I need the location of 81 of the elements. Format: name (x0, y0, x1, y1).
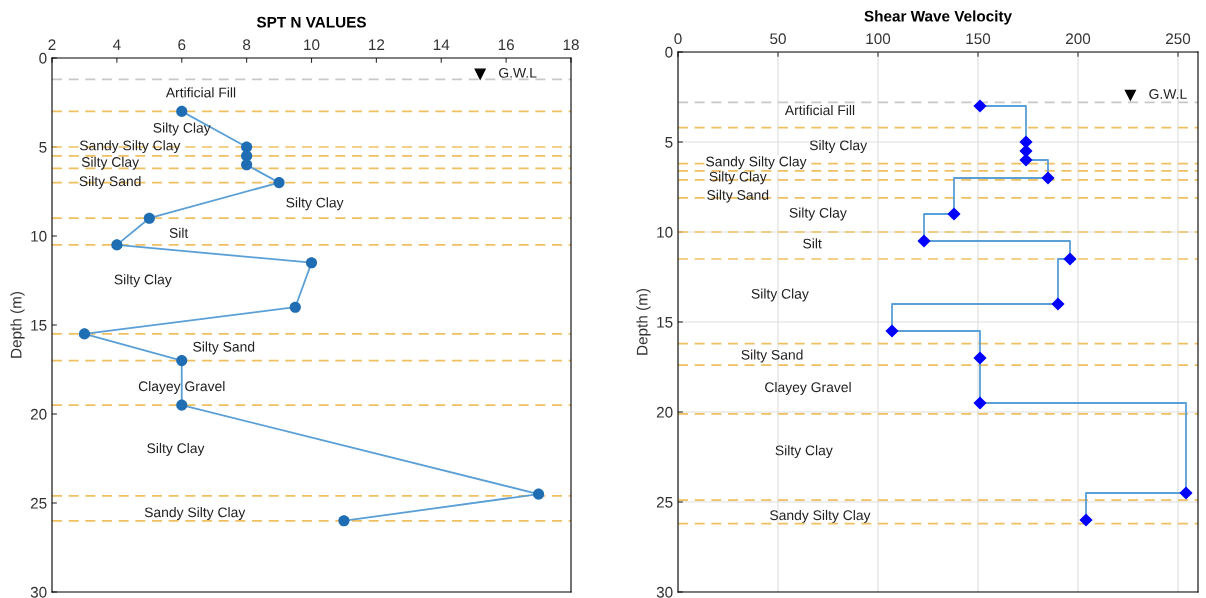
point (1063, 252, 1077, 266)
annotation: Silty Clay (789, 207, 847, 221)
annotation: Silty Sand (741, 349, 803, 363)
point (917, 234, 931, 248)
chart-title: Shear Wave Velocity (864, 10, 1012, 25)
annotation: Sandy Silty Clay (770, 509, 871, 523)
annotation: Sandy Silty Clay (79, 140, 181, 154)
annotation: G.W.L (499, 67, 537, 78)
point (1041, 171, 1055, 185)
x-tick-label: 14 (433, 39, 450, 50)
x-tick-label: 6 (178, 39, 186, 51)
x-tick-label: 250 (1166, 33, 1191, 45)
x-tick-label: 2 (48, 39, 56, 50)
x-tick-label: 8 (243, 39, 251, 51)
annotation: Artificial Fill (784, 104, 855, 116)
x-tick-label: 12 (369, 39, 385, 50)
point (973, 351, 987, 365)
annotation: Clayey Gravel (765, 381, 851, 395)
x-tick-label: 4 (112, 39, 121, 50)
point (1079, 513, 1093, 527)
point (947, 207, 961, 221)
x-tick-label: 100 (866, 33, 891, 45)
annotation: Silty Clay (153, 122, 211, 136)
annotation: Sandy Silty Clay (144, 507, 246, 520)
point (885, 324, 899, 338)
annotation: Sandy Silty Clay (706, 156, 807, 170)
y-tick-label: 5 (39, 142, 47, 153)
y-tick-label: 10 (31, 230, 47, 242)
point (176, 105, 188, 117)
annotation: Silty Clay (775, 445, 833, 459)
annotation: Silty Clay (147, 442, 205, 456)
x-tick-label: 150 (966, 33, 991, 45)
annotation: Silty Sand (193, 341, 255, 355)
y-axis-title: Depth (m) (10, 291, 25, 358)
x-tick-label: 18 (563, 39, 579, 51)
x-tick-label: 0 (674, 33, 682, 45)
annotation: Clayey Gravel (138, 381, 225, 394)
y-tick-label: 15 (31, 320, 47, 331)
point (1019, 153, 1033, 167)
y-tick-label: 25 (656, 496, 673, 508)
point (1179, 486, 1193, 500)
point (1051, 297, 1065, 311)
point (973, 99, 987, 113)
point (176, 399, 188, 411)
point (338, 515, 350, 527)
point (176, 355, 188, 367)
y-tick-label: 10 (657, 226, 673, 238)
annotation: Silty Clay (751, 288, 809, 302)
annotation: Silty Clay (114, 274, 172, 288)
y-axis-title: Depth (m) (636, 288, 651, 355)
y-tick-label: 5 (665, 137, 673, 148)
y-tick-label: 0 (39, 52, 47, 64)
x-tick-label: 10 (304, 39, 320, 51)
point (241, 159, 253, 171)
y-tick-label: 30 (656, 586, 673, 598)
point (143, 212, 155, 224)
x-tick-label: 50 (770, 33, 786, 45)
y-tick-label: 30 (30, 586, 47, 598)
point (533, 488, 545, 500)
annotation: Silty Sand (79, 175, 141, 189)
y-tick-label: 20 (656, 406, 673, 418)
annotation: Silty Sand (707, 189, 769, 203)
y-tick-label: 20 (30, 408, 47, 420)
annotation: Silty Clay (286, 197, 344, 211)
point (973, 396, 987, 410)
y-tick-label: 25 (30, 497, 47, 509)
point (111, 239, 123, 251)
x-tick-label: 200 (1066, 33, 1091, 45)
point (273, 177, 285, 189)
annotation: Silty Clay (809, 140, 868, 153)
point (78, 328, 90, 340)
point (305, 257, 318, 269)
chart-title: SPT N VALUES (256, 16, 366, 28)
annotation: G.W.L (1149, 89, 1187, 99)
point (289, 301, 301, 313)
annotation: Artificial Fill (165, 87, 236, 98)
annotation: Silty Clay (81, 156, 140, 170)
y-tick-label: 15 (657, 317, 673, 328)
annotation: Silt (803, 238, 822, 249)
annotation: Silt (169, 227, 189, 238)
x-tick-label: 16 (498, 39, 514, 51)
